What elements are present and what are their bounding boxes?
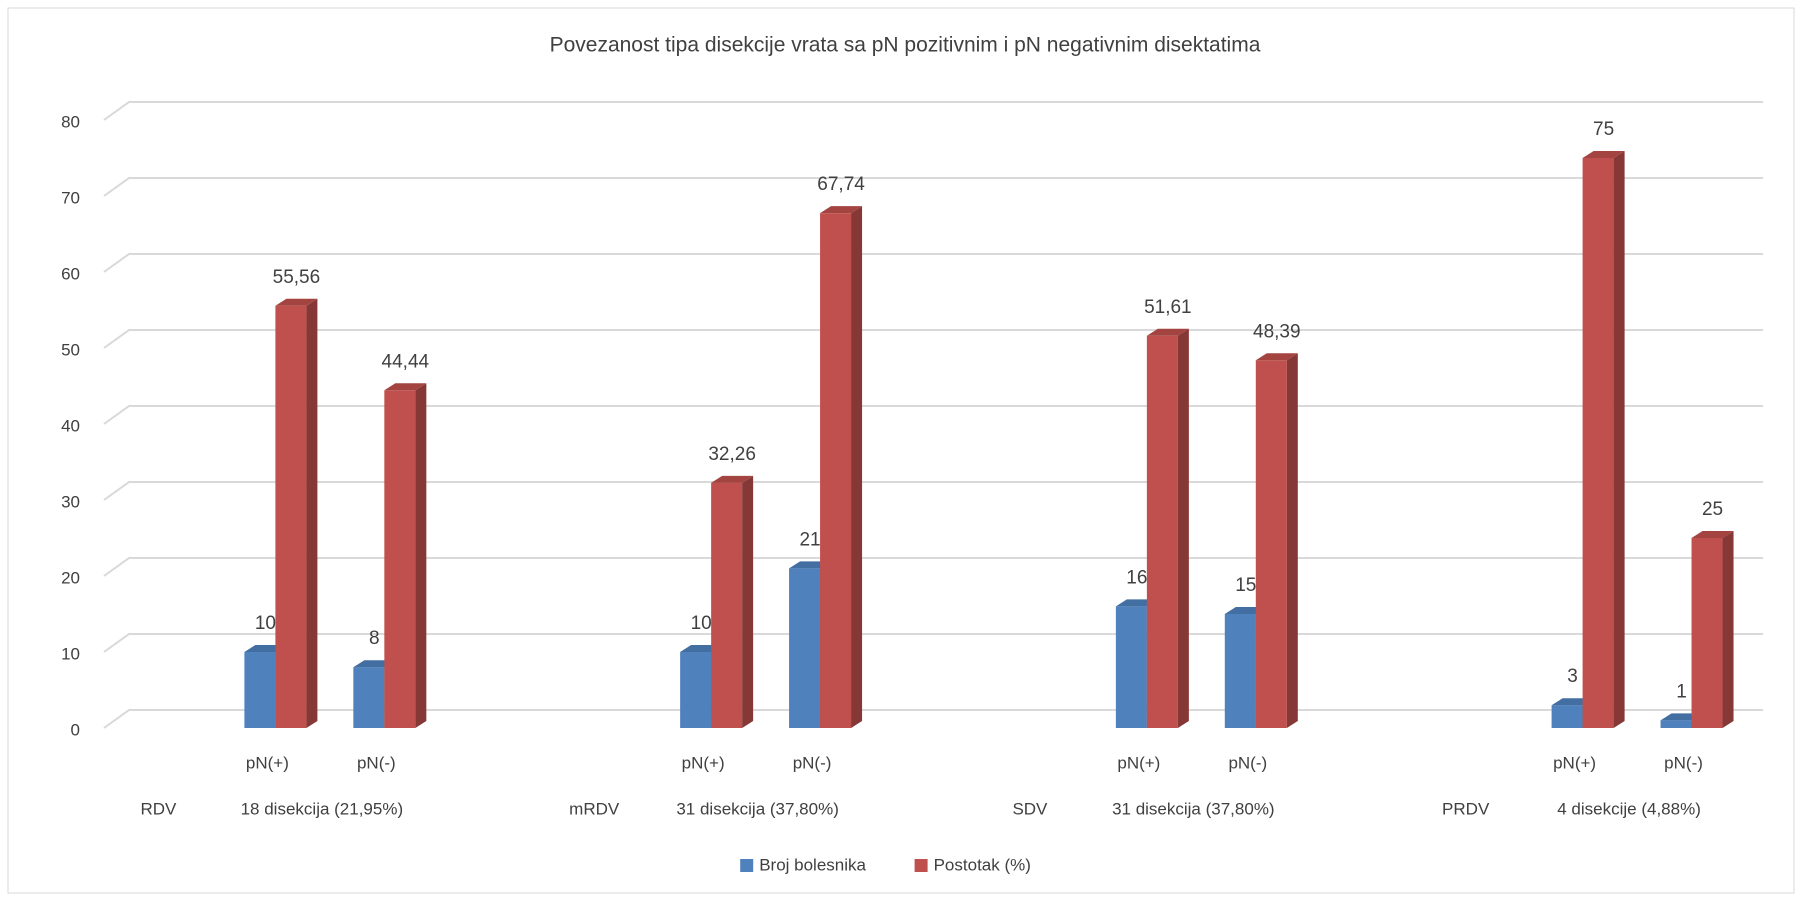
x-tick-label: pN(-)	[1228, 753, 1267, 772]
y-tick-label: 50	[61, 340, 80, 359]
bar-top	[384, 383, 427, 391]
bar-top	[1255, 353, 1298, 361]
y-tick-label: 60	[61, 264, 80, 283]
bar-side	[851, 206, 863, 728]
bar-side	[415, 383, 427, 728]
grid-line	[103, 177, 1763, 197]
data-label: 10	[255, 613, 276, 634]
bar	[384, 390, 416, 728]
bar-top	[711, 475, 754, 483]
y-tick-label: 30	[61, 492, 80, 511]
grid-line	[103, 101, 1763, 121]
grid-line	[103, 557, 1763, 577]
grid-line	[103, 405, 1763, 425]
grid-line	[103, 633, 1763, 653]
bar	[1691, 538, 1723, 728]
bar-top	[1146, 328, 1189, 336]
y-tick-label: 20	[61, 568, 80, 587]
y-tick-label: 70	[61, 188, 80, 207]
group-label: RDV	[141, 799, 178, 818]
data-label: 8	[369, 628, 380, 649]
x-tick-label: pN(+)	[1553, 753, 1596, 772]
x-tick-label: pN(+)	[246, 753, 289, 772]
legend-label: Broj bolesnika	[759, 855, 866, 874]
grid-line	[103, 253, 1763, 273]
bar-side	[1286, 353, 1298, 728]
y-tick-label: 10	[61, 644, 80, 663]
bar	[353, 667, 385, 728]
bar	[711, 482, 743, 728]
legend-swatch	[914, 859, 928, 872]
bar	[275, 305, 307, 728]
data-label: 48,39	[1253, 321, 1301, 342]
bar-top	[1691, 531, 1734, 538]
bar	[244, 652, 276, 728]
data-label: 67,74	[817, 174, 865, 195]
bar-side	[1722, 531, 1734, 728]
bar-top	[275, 298, 318, 306]
bar-side	[742, 475, 754, 728]
group-label: SDV	[1012, 799, 1048, 818]
x-tick-label: pN(+)	[682, 753, 725, 772]
data-label: 44,44	[382, 351, 430, 372]
x-tick-label: pN(-)	[1664, 753, 1703, 772]
y-tick-label: 0	[71, 720, 80, 739]
y-tick-label: 80	[61, 112, 80, 131]
data-label: 32,26	[708, 444, 756, 465]
legend-label: Postotak (%)	[934, 855, 1031, 874]
data-label: 21	[799, 529, 820, 550]
bar	[820, 213, 852, 728]
x-tick-label: pN(-)	[793, 753, 832, 772]
x-tick-label: pN(-)	[357, 753, 396, 772]
legend-swatch	[740, 859, 754, 872]
bar	[1146, 335, 1178, 728]
bar	[789, 568, 821, 728]
data-label: 16	[1126, 567, 1147, 588]
subgroup-label: 31 disekcija (37,80%)	[1112, 799, 1275, 818]
data-label: 3	[1567, 666, 1578, 687]
bar-side	[1613, 151, 1625, 728]
bar-side	[1177, 328, 1189, 728]
x-tick-label: pN(+)	[1117, 753, 1160, 772]
bar	[1255, 360, 1287, 728]
bar	[1115, 606, 1147, 728]
data-label: 25	[1702, 499, 1723, 520]
grid-line	[103, 481, 1763, 501]
group-label: mRDV	[569, 799, 620, 818]
bar	[1660, 720, 1692, 728]
bar	[1582, 158, 1614, 728]
data-label: 10	[691, 613, 712, 634]
data-label: 15	[1235, 575, 1256, 596]
bar-side	[306, 298, 318, 728]
y-tick-label: 40	[61, 416, 80, 435]
data-label: 75	[1593, 119, 1614, 140]
bar-top	[1582, 151, 1625, 158]
bar	[680, 652, 712, 728]
group-label: PRDV	[1442, 799, 1490, 818]
chart-title: Povezanost tipa disekcije vrata sa pN po…	[550, 34, 1261, 57]
bar-top	[820, 206, 863, 214]
grid-line	[103, 709, 1763, 729]
subgroup-label: 18 disekcija (21,95%)	[241, 799, 404, 818]
bar	[1224, 614, 1256, 728]
subgroup-label: 4 disekcije (4,88%)	[1557, 799, 1701, 818]
grid-line	[103, 329, 1763, 349]
data-label: 51,61	[1144, 297, 1192, 318]
data-label: 1	[1676, 681, 1687, 702]
bar	[1551, 705, 1583, 728]
subgroup-label: 31 disekcija (37,80%)	[676, 799, 839, 818]
data-label: 55,56	[273, 267, 321, 288]
